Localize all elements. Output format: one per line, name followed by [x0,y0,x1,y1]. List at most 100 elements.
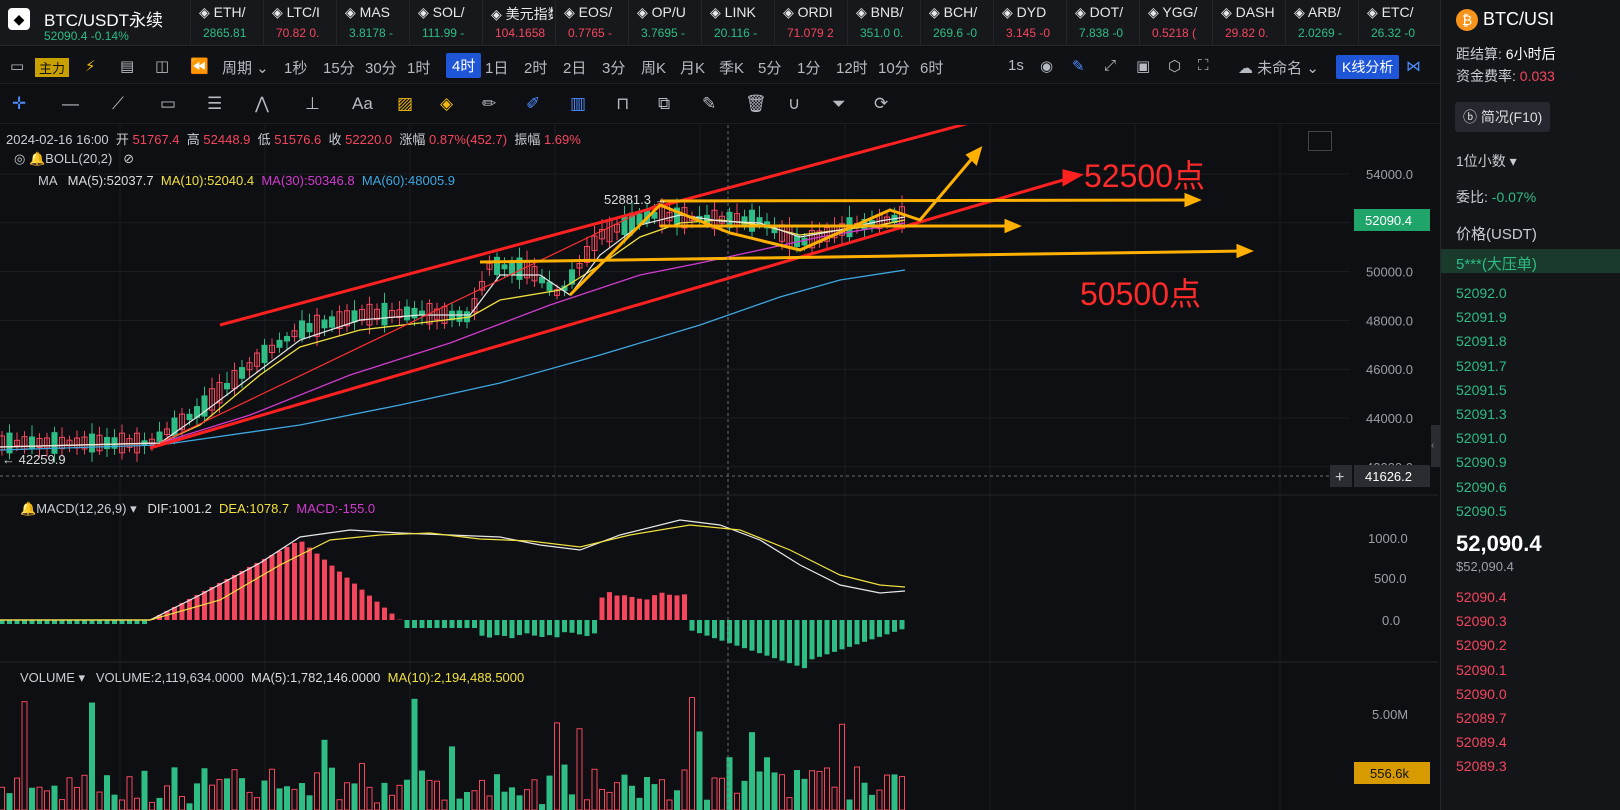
expand-icon[interactable]: ⛶ [1198,57,1209,74]
crosshair-icon[interactable]: ✛ [12,94,27,113]
ask-row[interactable]: 52090.6 [1456,478,1507,495]
magnet-icon[interactable]: ∪ [788,94,801,113]
ticker-item[interactable]: ◈ EOS/0.7765 - [555,0,628,45]
period-dropdown[interactable]: 周期 ⌄ [222,60,269,77]
ask-row[interactable]: 52091.9 [1456,309,1507,326]
interval-tab[interactable]: 2日 [563,60,587,77]
decimals-dropdown[interactable]: 1位小数 ▾ [1456,153,1517,169]
bid-row[interactable]: 52090.2 [1456,637,1507,654]
camera-icon[interactable]: ◉ [1040,58,1054,75]
volume-indicator[interactable]: VOLUME ▾ VOLUME:2,119,634.0000 MA(5):1,7… [20,670,525,685]
ticker-item[interactable]: ◈ 美元指数 104.1658 [482,0,555,45]
ma-indicator[interactable]: MA MA(5):52037.7 MA(10):52040.4 MA(30):5… [38,173,456,188]
bid-row[interactable]: 52090.1 [1456,661,1507,678]
bid-row[interactable]: 52090.3 [1456,613,1507,630]
copy-icon[interactable]: ⧉ [658,94,671,113]
layout-icon[interactable]: ◫ [155,58,170,75]
ticker-item[interactable]: ◈ YGG/0.5218 ( [1139,0,1212,45]
bid-row[interactable]: 52089.4 [1456,734,1507,751]
interval-tab[interactable]: 周K [641,60,667,77]
fib-icon[interactable]: ⊥ [305,94,320,113]
boll-indicator[interactable]: ◎ 🔔BOLL(20,2) ⊘ [14,151,135,166]
interval-tab[interactable]: 2时 [524,60,548,77]
interval-tab[interactable]: 4时 [446,53,482,78]
ask-row[interactable]: 52092.0 [1456,285,1507,301]
ticker-item[interactable]: ◈ ETH/2865.81 [190,0,263,45]
main-symbol[interactable]: ◆ BTC/USDT永续 52090.4 -0.14% [0,0,190,45]
interval-tab[interactable]: 5分 [758,60,782,77]
interval-tab[interactable]: 1秒 [284,60,308,77]
interval-tab[interactable]: 10分 [878,60,910,77]
collapse-panel-icon[interactable]: ‹ [1431,425,1440,467]
pattern-icon[interactable]: ⋀ [255,94,269,113]
flash-icon[interactable]: ⚡ [85,58,96,75]
parallel-channel-icon[interactable]: ☰ [207,94,223,113]
ticker-item[interactable]: ◈ LTC/I 70.82 0. [263,0,336,45]
main-indicator-button[interactable]: 主力 [35,58,70,77]
candle-type-icon[interactable]: ▭ [10,58,25,75]
interval-tab[interactable]: 15分 [323,60,355,77]
ticker-item[interactable]: ◈ ORDI 71.079 2 [774,0,847,45]
marker-icon[interactable]: ✏ [482,94,497,113]
speed-button[interactable]: 1s [1008,57,1024,74]
interval-tab[interactable]: 1日 [485,60,509,77]
bid-row[interactable]: 52090.4 [1456,589,1507,605]
lock-icon[interactable]: ⊓ [616,94,630,113]
ask-row[interactable]: 52091.5 [1456,381,1507,398]
support-line[interactable] [159,202,661,444]
trend-channel[interactable] [149,125,1085,450]
bid-row[interactable]: 52090.0 [1456,685,1507,702]
edit-icon[interactable]: ✎ [702,94,717,113]
bid-row[interactable]: 52089.3 [1456,758,1507,775]
horizontal-line-icon[interactable]: — [62,94,79,113]
chart-fullscreen-icon[interactable] [1308,131,1332,151]
ticker-item[interactable]: ◈ ETC/26.32 -0 [1358,0,1431,45]
ask-row[interactable]: 52091.7 [1456,357,1507,374]
price-projection[interactable] [479,146,1254,297]
macd-indicator[interactable]: 🔔MACD(12,26,9) ▾ DIF:1001.2 DEA:1078.7 M… [20,501,376,516]
fullscreen-icon[interactable]: ⤢ [1104,57,1117,74]
ask-row[interactable]: 52090.5 [1456,502,1507,519]
interval-tab[interactable]: 1分 [797,60,821,77]
interval-tab[interactable]: 月K [680,60,706,77]
kline-analysis-button[interactable]: K线分析 [1336,55,1400,79]
ticker-item[interactable]: ◈ MAS 3.8178 - [336,0,409,45]
settings-icon[interactable]: ⬡ [1168,58,1182,75]
bars-icon[interactable]: ▥ [570,94,587,113]
ticker-item[interactable]: ◈ BCH/269.6 -0 [920,0,993,45]
layout-name-dropdown[interactable]: ☁ 未命名 ⌄ [1238,60,1319,77]
brush-icon[interactable]: ✐ [526,94,541,113]
measure-icon[interactable]: ◈ [440,94,454,113]
rectangle-icon[interactable]: ▭ [160,94,177,113]
ask-row[interactable]: 52090.9 [1456,454,1507,471]
ask-row[interactable]: 52091.8 [1456,333,1507,350]
share-icon[interactable]: ⋈ [1406,58,1421,75]
ask-row[interactable]: 52091.0 [1456,430,1507,447]
interval-tab[interactable]: 12时 [836,60,868,77]
interval-tab[interactable]: 30分 [365,60,397,77]
interval-tab[interactable]: 1时 [407,60,431,77]
rewind-icon[interactable]: ⏪ [190,58,209,75]
ticker-item[interactable]: ◈ OP/U 3.7695 - [628,0,701,45]
refresh-icon[interactable]: ⟳ [874,94,889,113]
ticker-item[interactable]: ◈ BNB/351.0 0. [847,0,920,45]
kline-chart[interactable]: 54000.052000.050000.048000.046000.044000… [0,125,1438,810]
bid-row[interactable]: 52089.7 [1456,710,1507,726]
ticker-item[interactable]: ◈ DYD 3.145 -0 [993,0,1066,45]
ticker-item[interactable]: ◈ DOT/7.838 -0 [1066,0,1139,45]
ticker-item[interactable]: ◈ SOL/111.99 - [409,0,482,45]
image-icon[interactable]: ▣ [1136,58,1151,75]
ticker-item[interactable]: ◈ LINK 20.116 - [701,0,774,45]
pen-icon[interactable]: ✎ [1072,58,1085,75]
interval-tab[interactable]: 季K [719,60,745,77]
text-icon[interactable]: Aa [352,94,373,113]
ask-row[interactable]: 52091.3 [1456,406,1507,422]
filter-icon[interactable]: ⏷ [832,94,846,113]
ticker-item[interactable]: ◈ DASH 29.82 0. [1212,0,1285,45]
ruler-icon[interactable]: ▨ [397,94,414,113]
interval-tab[interactable]: 3分 [602,60,626,77]
crosshair-plus-icon[interactable] [1330,465,1352,487]
trash-icon[interactable]: 🗑 [745,94,767,113]
trend-line-icon[interactable]: ⟋ [112,94,124,113]
interval-tab[interactable]: 6时 [920,60,944,77]
